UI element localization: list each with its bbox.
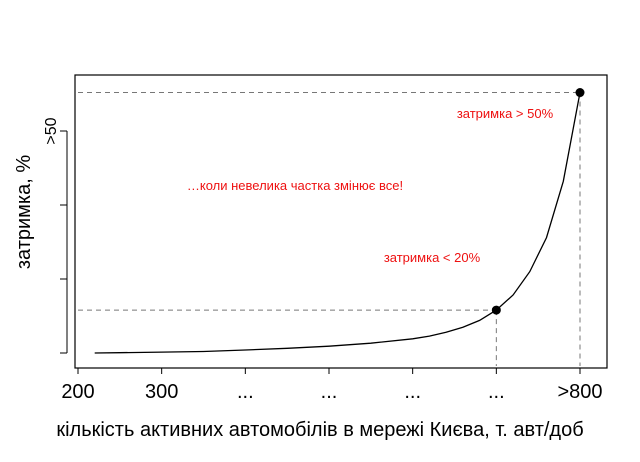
x-tick-label: ...	[321, 381, 338, 403]
x-tick-label: ...	[237, 381, 254, 403]
x-tick-label: ...	[488, 381, 505, 403]
y-tick-label: >50	[43, 117, 60, 144]
x-tick-label: 300	[145, 381, 178, 403]
marker-label-low: затримка < 20%	[384, 250, 481, 265]
series-line	[94, 92, 581, 354]
x-axis-label: кількість активних автомобілів в мережі …	[56, 419, 583, 441]
marker-label-high: затримка > 50%	[457, 106, 554, 121]
y-axis: >50	[43, 117, 68, 354]
data-point-marker-1	[575, 88, 585, 98]
data-point-marker-0	[491, 305, 501, 315]
markers-layer	[491, 88, 585, 315]
x-tick-label: 200	[61, 381, 94, 403]
y-axis-label: затримка, %	[13, 155, 35, 269]
x-tick-label: >800	[557, 381, 602, 403]
guide-lines	[78, 92, 581, 366]
series-layer	[94, 92, 581, 354]
x-tick-label: ...	[404, 381, 421, 403]
annotation-text: …коли невелика частка змінює все!	[187, 178, 403, 193]
x-axis: 200 300............ >800	[61, 367, 603, 403]
